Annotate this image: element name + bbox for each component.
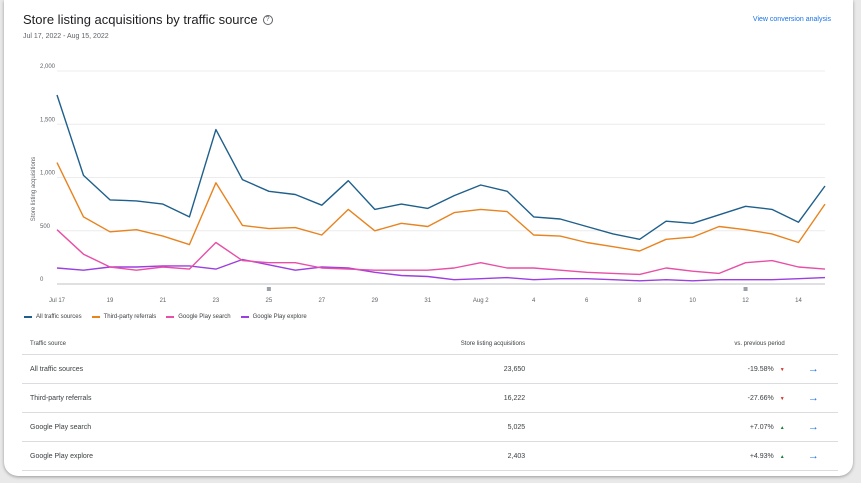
x-tick-label: 14 <box>795 298 802 304</box>
row-acquisitions: 5,025 <box>315 412 527 442</box>
legend-label: Google Play explore <box>252 314 307 320</box>
x-tick-label: 27 <box>318 298 325 304</box>
table-header-row: Traffic source Store listing acquisition… <box>22 334 838 355</box>
event-marker-icon[interactable] <box>743 287 748 291</box>
x-tick-label: 19 <box>107 298 114 304</box>
row-change: -27.66% <box>747 394 774 402</box>
x-tick-label: 23 <box>213 298 220 304</box>
row-action-cell: → <box>788 412 838 442</box>
legend-swatch <box>91 316 100 318</box>
series-line-google-play-explore <box>56 258 826 282</box>
arrow-right-icon[interactable]: → <box>807 363 819 375</box>
x-axis-ticks: Jul 17 19 21 23 25 27 29 31 Aug 2 4 6 8 10 12 14 <box>49 298 803 304</box>
traffic-source-table: Traffic source Store listing acquisition… <box>22 334 838 471</box>
view-conversion-analysis-link[interactable]: View conversion analysis <box>752 16 831 23</box>
help-circle-icon[interactable]: ? <box>262 14 273 25</box>
y-tick-label: 1,500 <box>40 117 56 123</box>
row-change-cell: -27.66% ▼ <box>526 383 789 413</box>
legend-label: Third-party referrals <box>103 314 157 320</box>
row-source: Google Play search <box>22 412 316 442</box>
x-tick-label: 8 <box>638 298 642 304</box>
x-tick-label: 29 <box>371 298 378 304</box>
arrow-right-icon[interactable]: → <box>807 450 819 462</box>
legend-swatch <box>166 316 175 318</box>
row-acquisitions: 2,403 <box>315 441 527 471</box>
header-traffic-source: Traffic source <box>22 334 316 355</box>
y-tick-label: 500 <box>40 224 51 230</box>
row-change-cell: -19.58% ▼ <box>526 354 789 384</box>
table-row: Third-party referrals 16,222 -27.66% ▼ → <box>22 383 838 413</box>
row-action-cell: → <box>788 383 838 413</box>
row-change: +7.07% <box>749 423 774 431</box>
row-source: Third-party referrals <box>22 383 316 413</box>
x-tick-label: 4 <box>532 298 536 304</box>
legend-label: All traffic sources <box>36 314 82 320</box>
row-action-cell: → <box>788 441 838 471</box>
title-row: Store listing acquisitions by traffic so… <box>23 12 273 27</box>
x-tick-label: 12 <box>742 298 749 304</box>
table-row: Google Play explore 2,403 +4.93% ▲ → <box>22 441 838 471</box>
chart-title: Store listing acquisitions by traffic so… <box>23 12 258 27</box>
chart-card: Store listing acquisitions by traffic so… <box>4 0 853 476</box>
row-change-cell: +7.07% ▲ <box>526 412 789 442</box>
row-source: Google Play explore <box>22 441 316 471</box>
series-line-all-traffic-sources <box>56 94 826 240</box>
table-row: Google Play search 5,025 +7.07% ▲ → <box>22 412 838 442</box>
row-source: All traffic sources <box>22 354 316 384</box>
trend-down-icon: ▼ <box>779 395 785 402</box>
chart-legend: All traffic sources Third-party referrals… <box>24 314 307 320</box>
header-action <box>788 334 838 355</box>
x-tick-label: Aug 2 <box>473 298 489 304</box>
header-acquisitions: Store listing acquisitions <box>315 334 527 355</box>
x-tick-label: 21 <box>160 298 167 304</box>
header-vs-previous: vs. previous period <box>526 334 789 355</box>
arrow-right-icon[interactable]: → <box>807 392 819 404</box>
x-tick-label: 6 <box>585 298 589 304</box>
chart-grid <box>57 70 825 285</box>
y-axis-ticks: 0 500 1,000 1,500 2,000 <box>40 64 56 283</box>
y-tick-label: 1,000 <box>40 171 56 177</box>
x-tick-label: Jul 17 <box>49 298 66 304</box>
line-chart: 0 500 1,000 1,500 2,000 Jul 17 19 21 23 25 27 29 31… <box>31 64 826 304</box>
trend-down-icon: ▼ <box>779 366 785 373</box>
table-row: All traffic sources 23,650 -19.58% ▼ → <box>22 354 838 384</box>
trend-up-icon: ▲ <box>779 424 785 431</box>
row-change: -19.58% <box>747 365 774 373</box>
legend-item[interactable]: All traffic sources <box>24 314 82 320</box>
row-acquisitions: 23,650 <box>315 354 527 384</box>
row-change-cell: +4.93% ▲ <box>526 441 789 471</box>
legend-item[interactable]: Google Play explore <box>240 314 307 320</box>
event-marker-icon[interactable] <box>266 287 271 291</box>
row-change: +4.93% <box>749 452 774 460</box>
y-tick-label: 0 <box>40 277 44 283</box>
arrow-right-icon[interactable]: → <box>807 421 819 433</box>
series-line-google-play-search <box>56 229 826 276</box>
legend-label: Google Play search <box>178 314 231 320</box>
legend-item[interactable]: Google Play search <box>166 314 231 320</box>
legend-item[interactable]: Third-party referrals <box>91 314 157 320</box>
legend-swatch <box>240 316 249 318</box>
date-range: Jul 17, 2022 - Aug 15, 2022 <box>23 33 109 40</box>
legend-swatch <box>24 316 32 318</box>
row-action-cell: → <box>788 354 838 384</box>
trend-up-icon: ▲ <box>779 453 785 460</box>
row-acquisitions: 16,222 <box>315 383 527 413</box>
series-line-third-party-referrals <box>56 162 826 252</box>
x-tick-label: 25 <box>266 298 273 304</box>
annotation-markers <box>266 287 748 291</box>
y-tick-label: 2,000 <box>40 64 56 70</box>
x-tick-label: 10 <box>689 298 696 304</box>
x-tick-label: 31 <box>424 298 431 304</box>
series-lines <box>56 94 826 282</box>
y-axis-label: Store listing acquisitions <box>31 157 37 221</box>
